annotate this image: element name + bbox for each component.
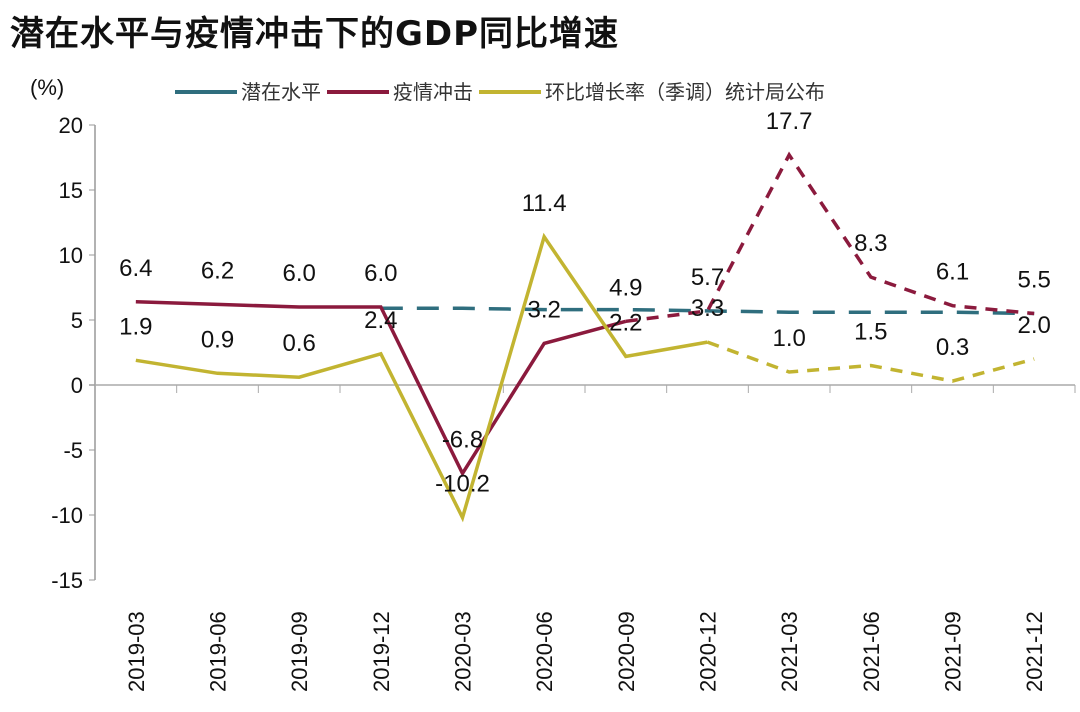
y-tick-label: 10	[59, 243, 83, 268]
legend-label-1: 疫情冲击	[393, 80, 473, 104]
x-tick-label: 2019-03	[124, 611, 149, 692]
legend-label-2: 环比增长率（季调）统计局公布	[545, 80, 825, 104]
data-label: 6.0	[282, 260, 315, 287]
y-tick-label: 0	[71, 373, 83, 398]
series-line-solid-2	[135, 232, 708, 523]
data-label: 0.6	[282, 330, 315, 357]
series-line-dashed-2	[706, 340, 1035, 383]
data-label: 1.5	[854, 319, 887, 346]
x-tick-label: 2021-03	[777, 611, 802, 692]
x-tick-label: 2020-09	[614, 611, 639, 692]
data-label: 1.0	[772, 325, 805, 352]
y-axis-unit: (%)	[30, 75, 64, 100]
x-tick-label: 2021-09	[941, 611, 966, 692]
x-tick-label: 2020-06	[532, 611, 557, 692]
y-tick-label: -10	[51, 503, 83, 528]
data-label: 2.0	[1017, 312, 1050, 339]
y-tick-label: 20	[59, 113, 83, 138]
y-tick-label: -5	[63, 438, 83, 463]
data-label: 0.9	[201, 326, 234, 353]
data-label: 4.9	[609, 274, 642, 301]
x-tick-label: 2019-09	[287, 611, 312, 692]
data-label: 17.7	[766, 108, 813, 135]
series-line-potential	[380, 306, 1035, 316]
data-label: 3.3	[691, 295, 724, 322]
data-label: 2.4	[364, 307, 397, 334]
data-label: 2.2	[609, 309, 642, 336]
data-label: 6.2	[201, 257, 234, 284]
data-label: 8.3	[854, 230, 887, 257]
data-label: 6.1	[936, 259, 969, 286]
data-label: 3.2	[527, 296, 560, 323]
chart-title: 潜在水平与疫情冲击下的GDP同比增速	[10, 14, 620, 54]
data-label: 5.7	[691, 264, 724, 291]
x-tick-label: 2021-12	[1022, 611, 1047, 692]
x-tick-label: 2019-12	[369, 611, 394, 692]
data-label: -10.2	[435, 471, 490, 498]
x-tick-label: 2020-12	[696, 611, 721, 692]
data-label: -6.8	[442, 426, 483, 453]
y-tick-label: 5	[71, 308, 83, 333]
series-line-solid-1	[135, 300, 627, 477]
x-tick-label: 2019-06	[206, 611, 231, 692]
x-tick-label: 2020-03	[451, 611, 476, 692]
data-label: 11.4	[522, 190, 567, 217]
data-label: 6.0	[364, 260, 397, 287]
data-label: 0.3	[936, 334, 969, 361]
series-line-dashed-1	[625, 151, 1035, 324]
data-label: 6.4	[119, 255, 152, 282]
y-tick-label: -15	[51, 568, 83, 593]
x-tick-label: 2021-06	[859, 611, 884, 692]
data-label: 5.5	[1017, 267, 1050, 294]
data-label: 1.9	[119, 313, 152, 340]
y-tick-label: 15	[59, 178, 83, 203]
legend-label-0: 潜在水平	[241, 80, 321, 104]
